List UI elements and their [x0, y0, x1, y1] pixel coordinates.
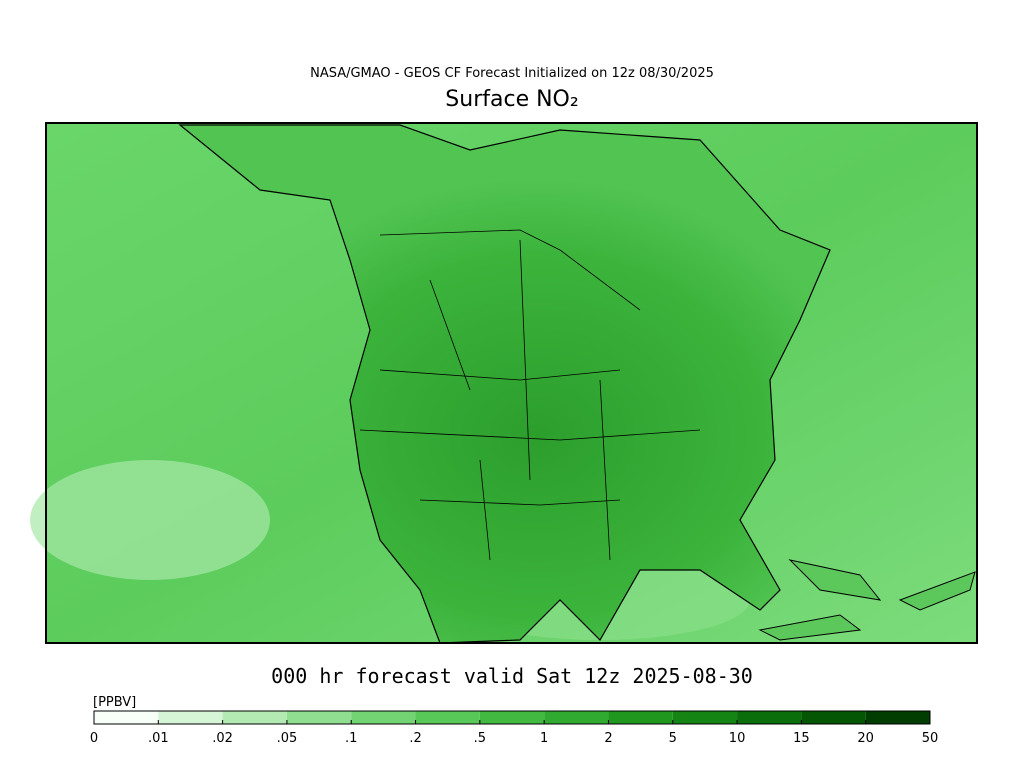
colorbar-segment [865, 711, 930, 724]
title: Surface NO₂ [445, 87, 578, 112]
colorbar-label: 50 [922, 731, 939, 746]
colorbar-segment [351, 711, 416, 724]
colorbar-segment [608, 711, 673, 724]
colorbar-label: .02 [212, 731, 233, 746]
colorbar-label: .5 [474, 731, 486, 746]
colorbar: 0 .01 .02 .05 .1 .2 .5 1 2 5 10 15 20 50 [90, 710, 939, 746]
colorbar-label: .2 [409, 731, 421, 746]
islands [758, 559, 976, 641]
north-america [178, 124, 831, 644]
colorbar-label: 2 [604, 731, 612, 746]
colorbar-label: .05 [277, 731, 298, 746]
colorbar-label: 10 [729, 731, 746, 746]
colorbar-label: 5 [669, 731, 677, 746]
colorbar-label: .01 [148, 731, 169, 746]
map-frame [45, 122, 978, 644]
subtitle: NASA/GMAO - GEOS CF Forecast Initialized… [310, 66, 714, 81]
colorbar-label: 15 [793, 731, 810, 746]
colorbar-label: 1 [540, 731, 548, 746]
colorbar-segment [737, 711, 802, 724]
forecast-valid: 000 hr forecast valid Sat 12z 2025-08-30 [271, 664, 753, 688]
colorbar-label: 0 [90, 731, 98, 746]
colorbar-segment [94, 711, 159, 724]
colorbar-frame [93, 710, 931, 725]
map [30, 122, 978, 644]
colorbar-segment [544, 711, 609, 724]
colorbar-segment [801, 711, 866, 724]
colorbar-segment [158, 711, 223, 724]
colorbar-segment [672, 711, 738, 724]
colorbar-segment [286, 711, 352, 724]
colorbar-segment [222, 711, 287, 724]
colorbar-label: 20 [857, 731, 874, 746]
colorbar-segment [479, 711, 545, 724]
clean-air [30, 460, 270, 580]
colorbar-unit: [PPBV] [93, 695, 136, 710]
borders [359, 229, 701, 561]
colorbar-segment [415, 711, 480, 724]
colorbar-label: .1 [345, 731, 357, 746]
